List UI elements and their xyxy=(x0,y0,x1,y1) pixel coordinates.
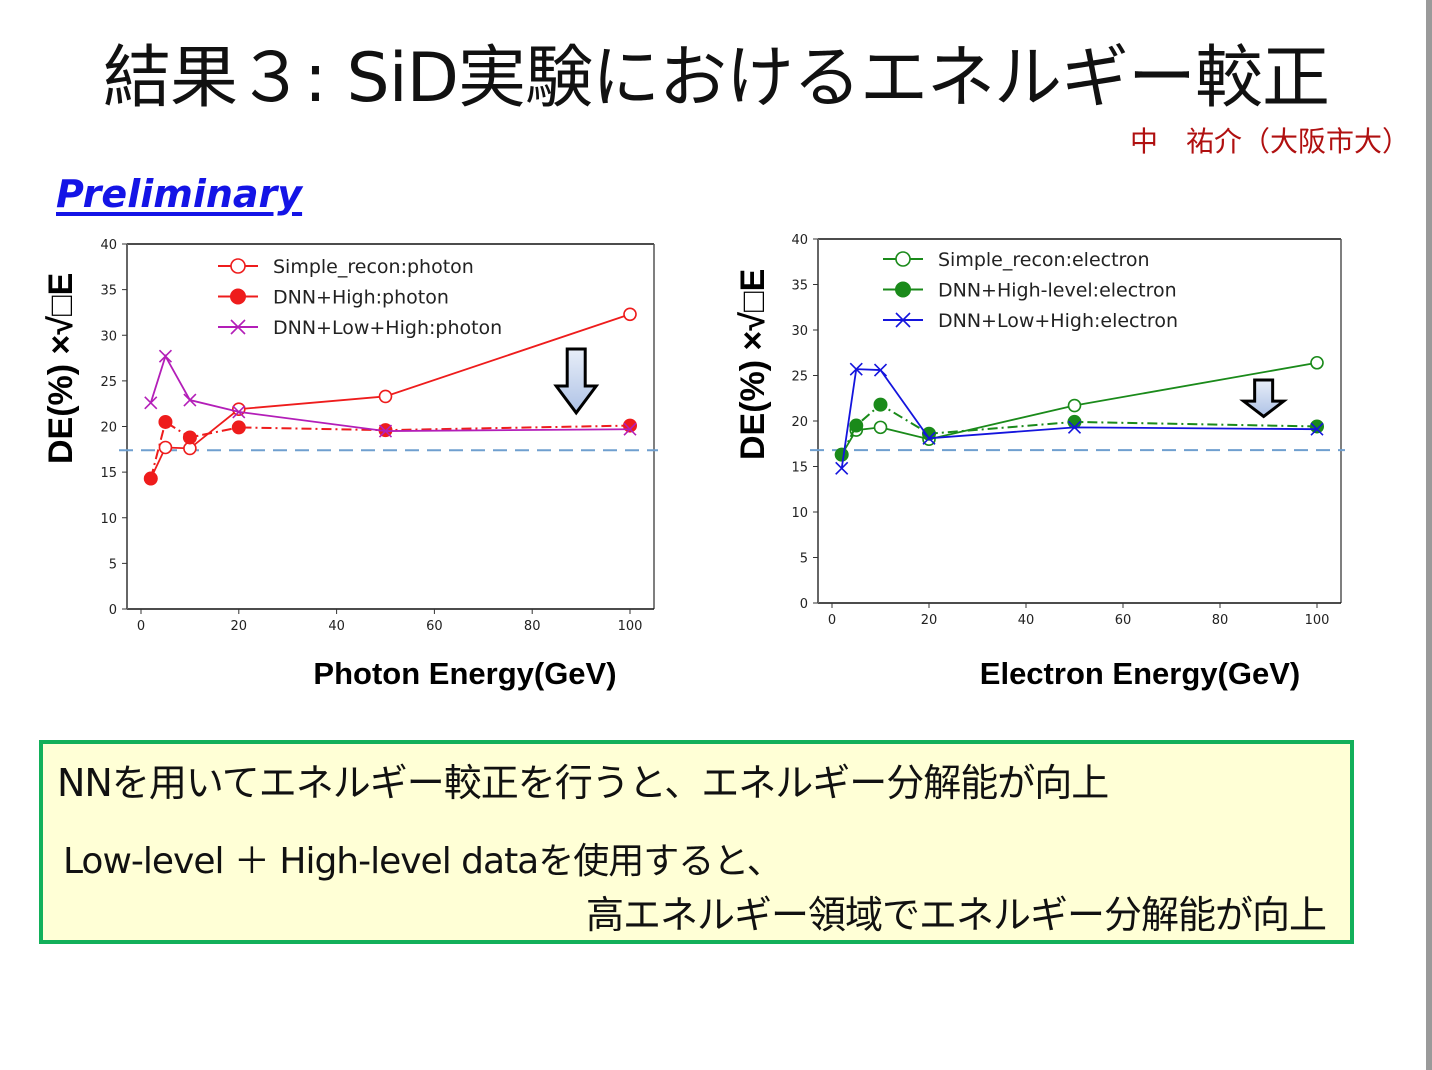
data-point-filled-circle xyxy=(1310,419,1324,434)
y-tick-label: 25 xyxy=(791,370,808,385)
y-tick-label: 35 xyxy=(791,279,808,294)
summary-line-1: NNを用いてエネルギー較正を行うと、エネルギー分解能が向上 xyxy=(57,761,1109,805)
legend-label: DNN+High:photon xyxy=(273,287,449,309)
x-axis-label: Photon Energy(GeV) xyxy=(313,656,616,691)
x-tick-label: 40 xyxy=(328,619,345,634)
y-tick-label: 5 xyxy=(800,552,808,567)
y-tick-label: 5 xyxy=(109,557,117,572)
x-tick-label: 80 xyxy=(524,619,541,634)
data-point-x xyxy=(144,396,158,410)
data-point-open-circle xyxy=(1067,398,1082,413)
author-affiliation: 中 祐介（大阪市大） xyxy=(1129,125,1410,158)
series-2 xyxy=(144,349,637,438)
legend: Simple_recon:electron DNN+High-level:elec… xyxy=(883,249,1178,332)
data-point-filled-circle xyxy=(158,414,173,429)
down-arrow-icon xyxy=(553,347,600,416)
data-point-open-circle xyxy=(623,307,637,322)
y-tick-label: 0 xyxy=(800,597,808,612)
y-tick-label: 20 xyxy=(791,415,808,430)
x-tick-label: 80 xyxy=(1212,613,1229,628)
window-edge-bar xyxy=(1426,0,1432,1070)
data-point-filled-circle xyxy=(230,288,246,305)
data-point-open-circle xyxy=(895,251,911,267)
x-tick-label: 40 xyxy=(1018,613,1035,628)
y-tick-label: 10 xyxy=(100,512,117,527)
x-tick-label: 0 xyxy=(828,613,836,628)
legend-label: Simple_recon:electron xyxy=(938,249,1150,271)
data-point-open-circle xyxy=(378,389,393,404)
data-point-x xyxy=(158,349,173,363)
data-point-x xyxy=(623,422,637,436)
data-point-x xyxy=(849,362,863,376)
y-tick-label: 10 xyxy=(791,506,808,521)
data-point-x xyxy=(835,461,849,475)
data-point-filled-circle xyxy=(182,430,197,445)
y-tick-label: 15 xyxy=(100,466,117,481)
data-point-x xyxy=(230,319,246,335)
legend-label: DNN+Low+High:photon xyxy=(273,317,502,339)
series-line xyxy=(840,403,1318,456)
summary-line-2: Low-level ＋ High-level dataを使用すると、 xyxy=(63,841,783,882)
data-point-x xyxy=(183,393,197,407)
y-axis-label: DE(%) ×√□E xyxy=(734,269,772,460)
y-tick-label: 0 xyxy=(109,603,117,618)
down-arrow-icon xyxy=(1239,378,1289,419)
data-point-open-circle xyxy=(158,440,173,455)
legend: Simple_recon:photon DNN+High:photon DNN+Lo… xyxy=(218,256,502,339)
data-point-open-circle xyxy=(873,420,888,435)
x-tick-label: 20 xyxy=(231,619,248,634)
data-point-filled-circle xyxy=(849,418,864,433)
electron-resolution-chart: 0 5 10 15 20 25 30 35 40 0 20 40 60 80 100 DE(%) ×√□E El… xyxy=(734,233,1345,691)
preliminary-label: Preliminary xyxy=(56,172,303,216)
data-point-filled-circle xyxy=(834,447,849,462)
data-point-x xyxy=(232,405,246,419)
data-point-x xyxy=(873,363,888,377)
data-point-x xyxy=(1310,422,1324,436)
slide-title: 結果３: SiD実験におけるエネルギー較正 xyxy=(103,39,1330,118)
data-point-filled-circle xyxy=(922,426,936,441)
y-tick-label: 40 xyxy=(100,238,117,253)
y-tick-label: 35 xyxy=(100,284,117,299)
y-tick-label: 30 xyxy=(791,324,808,339)
x-tick-label: 60 xyxy=(1115,613,1132,628)
y-axis-label: DE(%) ×√□E xyxy=(42,273,80,464)
x-tick-label: 0 xyxy=(137,619,145,634)
legend-label: DNN+High-level:electron xyxy=(938,280,1177,302)
data-point-filled-circle xyxy=(143,471,158,486)
y-tick-label: 40 xyxy=(791,233,808,248)
data-point-filled-circle xyxy=(873,397,888,412)
y-tick-label: 30 xyxy=(100,329,117,344)
summary-box: NNを用いてエネルギー較正を行うと、エネルギー分解能が向上 Low-level … xyxy=(39,740,1354,944)
data-point-open-circle xyxy=(230,258,246,274)
y-tick-label: 15 xyxy=(791,461,808,476)
y-tick-label: 25 xyxy=(100,375,117,390)
data-point-x xyxy=(922,431,936,445)
data-point-open-circle xyxy=(1310,355,1324,370)
data-point-x xyxy=(895,312,911,328)
data-point-x xyxy=(378,424,393,438)
x-tick-label: 20 xyxy=(921,613,938,628)
series-line xyxy=(840,368,1318,469)
x-axis-label: Electron Energy(GeV) xyxy=(980,656,1300,691)
data-point-x xyxy=(1067,420,1082,434)
summary-line-3: 高エネルギー領域でエネルギー分解能が向上 xyxy=(585,893,1327,937)
series-2 xyxy=(835,362,1324,475)
data-point-filled-circle xyxy=(231,420,246,435)
series-line xyxy=(149,353,631,432)
data-point-filled-circle xyxy=(895,281,911,298)
x-tick-label: 100 xyxy=(1305,613,1330,628)
series-line xyxy=(149,420,631,479)
x-tick-label: 60 xyxy=(426,619,443,634)
legend-label: DNN+Low+High:electron xyxy=(938,310,1178,332)
photon-resolution-chart: 0 5 10 15 20 25 30 35 40 0 20 40 60 80 100 DE(%) ×√□E Ph… xyxy=(42,238,658,691)
x-tick-label: 100 xyxy=(618,619,643,634)
y-tick-label: 20 xyxy=(100,421,117,436)
legend-label: Simple_recon:photon xyxy=(273,256,474,278)
